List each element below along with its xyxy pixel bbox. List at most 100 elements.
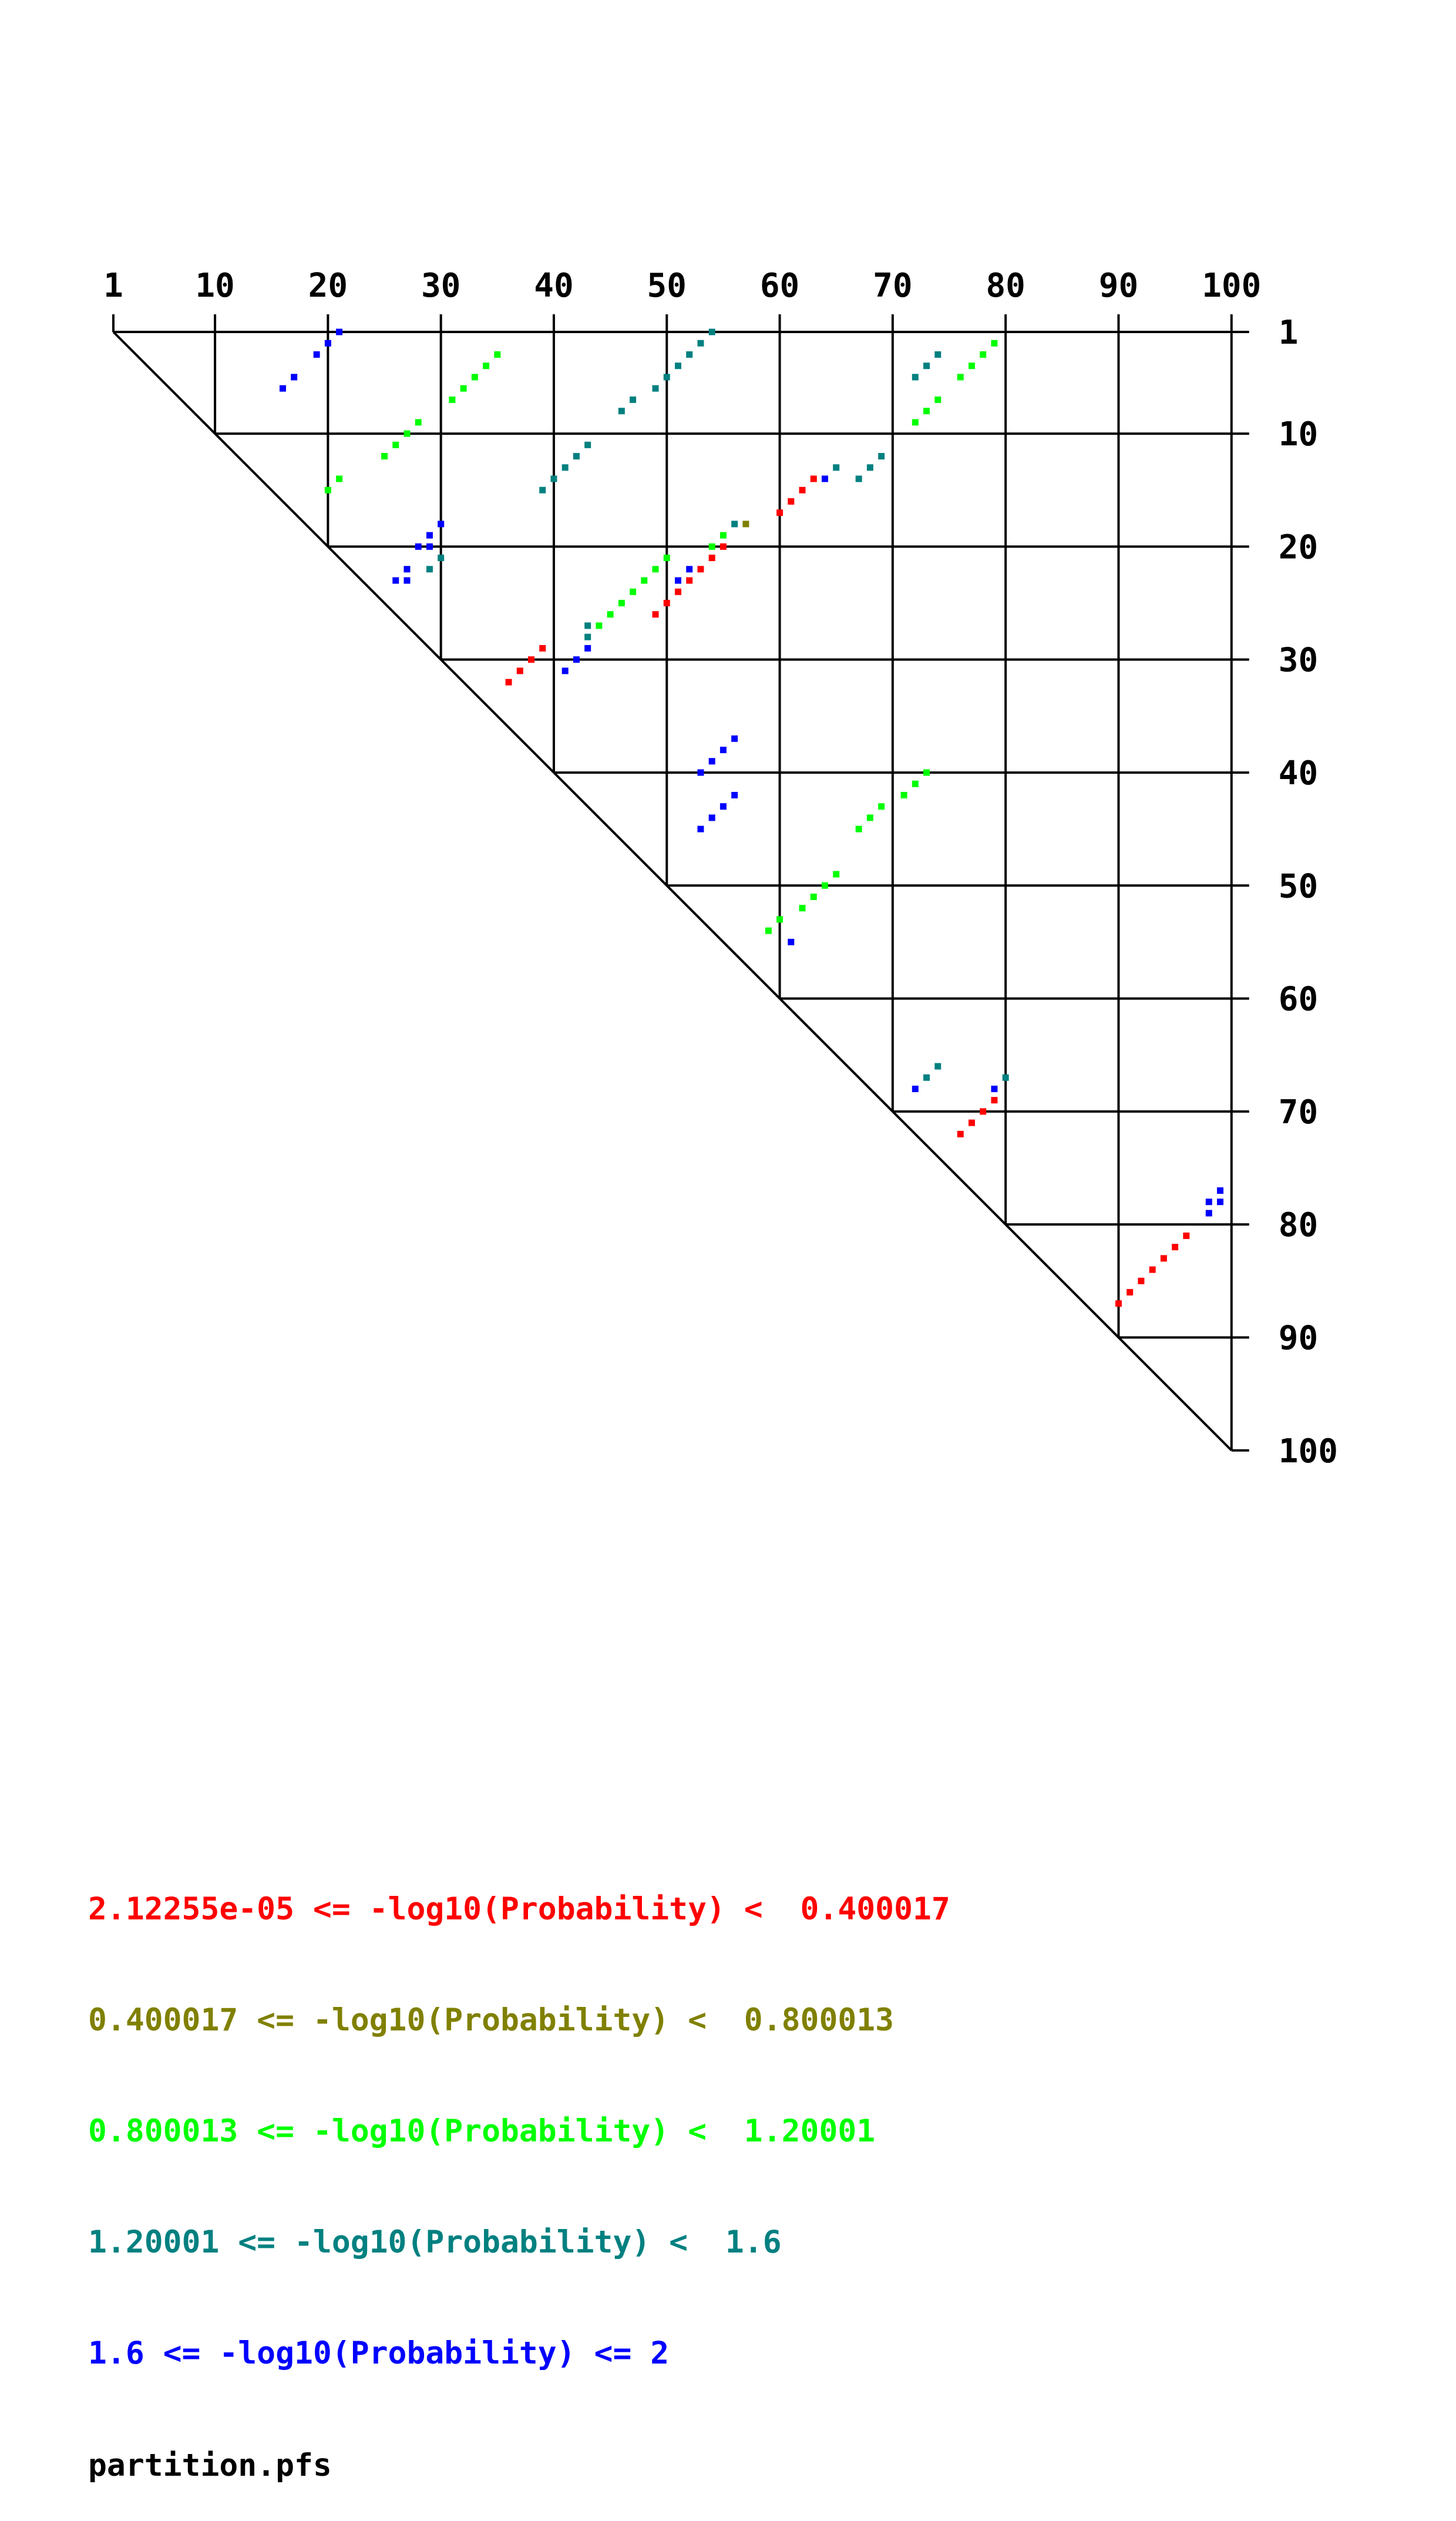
data-point: [1205, 1210, 1212, 1217]
data-point: [866, 814, 873, 821]
data-point: [912, 1085, 919, 1092]
data-point: [618, 408, 625, 415]
x-tick-labels: 1 10 20 30 40 50 60 70 80 90 100: [103, 267, 1261, 305]
data-point: [336, 328, 343, 335]
data-point: [708, 543, 715, 550]
data-point: [426, 566, 433, 573]
data-point: [900, 791, 907, 798]
data-point: [675, 362, 681, 370]
y-tick-label: 100: [1279, 1432, 1338, 1469]
data-point: [991, 1085, 998, 1092]
data-point: [697, 566, 704, 573]
legend: 2.12255e-05 <= -log10(Probability) < 0.4…: [88, 1817, 950, 2521]
data-point: [912, 374, 919, 381]
data-point: [663, 600, 670, 607]
legend-entry-4: 1.20001 <= -log10(Probability) < 1.6: [88, 2224, 782, 2260]
data-point: [561, 667, 569, 674]
data-point: [765, 927, 772, 934]
data-point: [1138, 1277, 1145, 1284]
data-point: [719, 747, 727, 754]
data-point: [584, 644, 591, 652]
data-point: [483, 362, 490, 370]
data-point: [923, 362, 930, 370]
data-point: [426, 543, 433, 550]
y-tick-label: 70: [1279, 1093, 1318, 1132]
x-tick-label: 1: [103, 267, 123, 305]
data-point: [686, 577, 693, 584]
data-point: [403, 566, 411, 573]
data-point: [573, 656, 580, 663]
data-point: [697, 825, 704, 832]
data-point: [923, 1074, 930, 1081]
x-tick-label: 90: [1099, 267, 1138, 305]
data-point: [719, 803, 727, 810]
x-tick-label: 70: [873, 267, 912, 305]
y-tick-label: 40: [1279, 754, 1318, 793]
data-point: [1217, 1199, 1224, 1206]
data-point: [708, 814, 715, 821]
data-point: [776, 916, 784, 923]
data-point: [336, 475, 343, 482]
data-point: [1205, 1199, 1212, 1206]
y-tick-label: 1: [1279, 314, 1299, 352]
data-point: [934, 351, 941, 358]
data-point: [991, 340, 998, 347]
data-point: [934, 1063, 941, 1070]
data-point: [381, 453, 388, 460]
data-point: [878, 803, 885, 810]
data-point: [731, 521, 738, 528]
data-point: [584, 622, 591, 629]
data-point: [279, 385, 286, 392]
probability-points: [279, 328, 1224, 1307]
data-point: [652, 385, 659, 392]
data-point: [392, 577, 399, 584]
data-point: [675, 588, 681, 595]
data-point: [742, 521, 749, 528]
data-point: [776, 509, 784, 516]
data-point: [1160, 1255, 1167, 1262]
data-point: [686, 566, 693, 573]
x-tick-label: 80: [986, 267, 1025, 305]
data-point: [697, 769, 704, 776]
data-point: [968, 362, 975, 370]
data-point: [1002, 1074, 1009, 1081]
data-point: [719, 532, 727, 539]
data-point: [810, 894, 817, 900]
data-point: [980, 1108, 987, 1115]
data-point: [426, 532, 433, 539]
data-point: [810, 475, 817, 482]
data-point: [516, 667, 523, 674]
data-point: [505, 679, 512, 686]
grid-lines: [112, 314, 1249, 1452]
data-point: [788, 938, 795, 945]
data-point: [1183, 1232, 1190, 1239]
data-point: [663, 555, 670, 562]
legend-entry-2: 0.400017 <= -log10(Probability) < 0.8000…: [88, 2002, 895, 2038]
data-point: [731, 735, 738, 742]
data-point: [923, 408, 930, 415]
data-point: [449, 396, 456, 403]
data-point: [403, 430, 411, 437]
data-point: [833, 871, 840, 878]
data-point: [731, 791, 738, 798]
data-point: [957, 1130, 964, 1137]
y-tick-label: 20: [1279, 528, 1318, 566]
legend-entry-5: 1.6 <= -log10(Probability) <= 2: [88, 2335, 670, 2371]
y-tick-label: 50: [1279, 867, 1318, 905]
data-point: [618, 600, 625, 607]
data-point: [663, 374, 670, 381]
dotplot-chart: 1 10 20 30 40 50 60 70 80 90 100 11020304050607080…: [103, 267, 1338, 1469]
data-point: [1172, 1244, 1179, 1251]
legend-entry-3: 0.800013 <= -log10(Probability) < 1.2000…: [88, 2113, 876, 2149]
data-point: [652, 611, 659, 618]
data-point: [821, 882, 828, 889]
x-tick-label: 10: [195, 267, 234, 305]
x-tick-label: 40: [534, 267, 573, 305]
data-point: [912, 419, 919, 426]
y-tick-label: 90: [1279, 1319, 1318, 1357]
data-point: [799, 905, 806, 912]
y-tick-label: 10: [1279, 415, 1318, 454]
x-tick-label: 60: [760, 267, 799, 305]
data-point: [471, 374, 478, 381]
data-point: [324, 340, 331, 347]
